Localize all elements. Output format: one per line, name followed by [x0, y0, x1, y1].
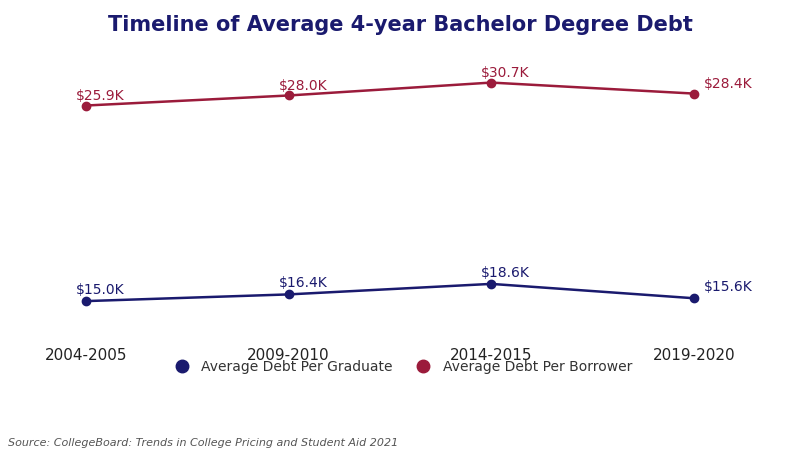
Text: $15.0K: $15.0K: [76, 283, 125, 297]
Text: $28.0K: $28.0K: [278, 79, 327, 93]
Text: $30.7K: $30.7K: [481, 66, 530, 80]
Legend: Average Debt Per Graduate, Average Debt Per Borrower: Average Debt Per Graduate, Average Debt …: [162, 354, 638, 379]
Title: Timeline of Average 4-year Bachelor Degree Debt: Timeline of Average 4-year Bachelor Degr…: [107, 15, 693, 35]
Text: $28.4K: $28.4K: [704, 76, 753, 91]
Text: $16.4K: $16.4K: [278, 276, 327, 290]
Text: $15.6K: $15.6K: [704, 280, 753, 294]
Text: Source: CollegeBoard: Trends in College Pricing and Student Aid 2021: Source: CollegeBoard: Trends in College …: [8, 438, 398, 448]
Text: $18.6K: $18.6K: [481, 266, 530, 279]
Text: $25.9K: $25.9K: [76, 89, 125, 103]
